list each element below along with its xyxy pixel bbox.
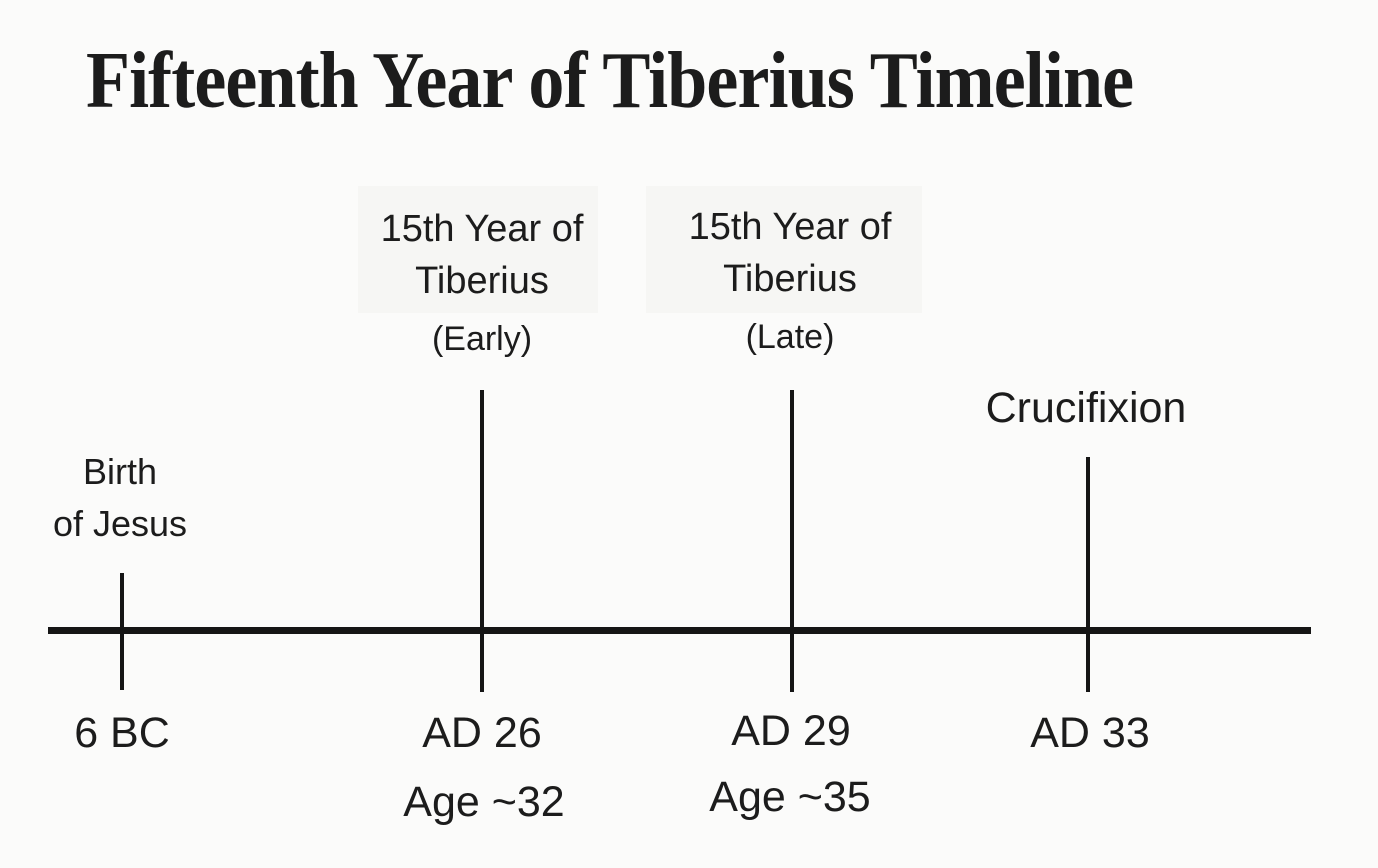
page-title: Fifteenth Year of Tiberius Timeline <box>86 37 1134 125</box>
event-age-tiberius-late: Age ~35 <box>709 773 871 821</box>
event-label-line: 15th Year of <box>688 206 892 248</box>
timeline-axis-line <box>48 627 1311 634</box>
event-label-line: 15th Year of <box>380 208 584 250</box>
event-date-tiberius-late: AD 29 <box>731 707 851 755</box>
event-label-line: of Jesus <box>52 503 188 544</box>
event-label-tiberius-late: 15th Year of Tiberius (Late) <box>630 201 950 360</box>
event-tick-tiberius-late <box>790 390 794 692</box>
event-sub-label-late: (Late) <box>745 318 835 356</box>
label-background-early <box>358 186 598 313</box>
event-label-birth-of-jesus: Birth of Jesus <box>0 446 280 550</box>
event-tick-crucifixion <box>1086 457 1090 692</box>
event-label-line: Birth <box>82 451 158 492</box>
event-label-tiberius-early: 15th Year of Tiberius (Early) <box>322 203 642 362</box>
event-label-crucifixion: Crucifixion <box>926 382 1246 434</box>
event-date-tiberius-early: AD 26 <box>422 709 542 757</box>
event-tick-tiberius-early <box>480 390 484 692</box>
event-date-crucifixion: AD 33 <box>1030 709 1150 757</box>
event-sub-label-early: (Early) <box>431 320 533 358</box>
event-date-birth-of-jesus: 6 BC <box>74 709 170 757</box>
event-age-tiberius-early: Age ~32 <box>403 778 565 826</box>
event-label-line: Tiberius <box>723 258 857 300</box>
label-background-late <box>646 186 922 313</box>
event-label-line: Tiberius <box>415 260 549 302</box>
event-label-line: Crucifixion <box>985 384 1187 432</box>
